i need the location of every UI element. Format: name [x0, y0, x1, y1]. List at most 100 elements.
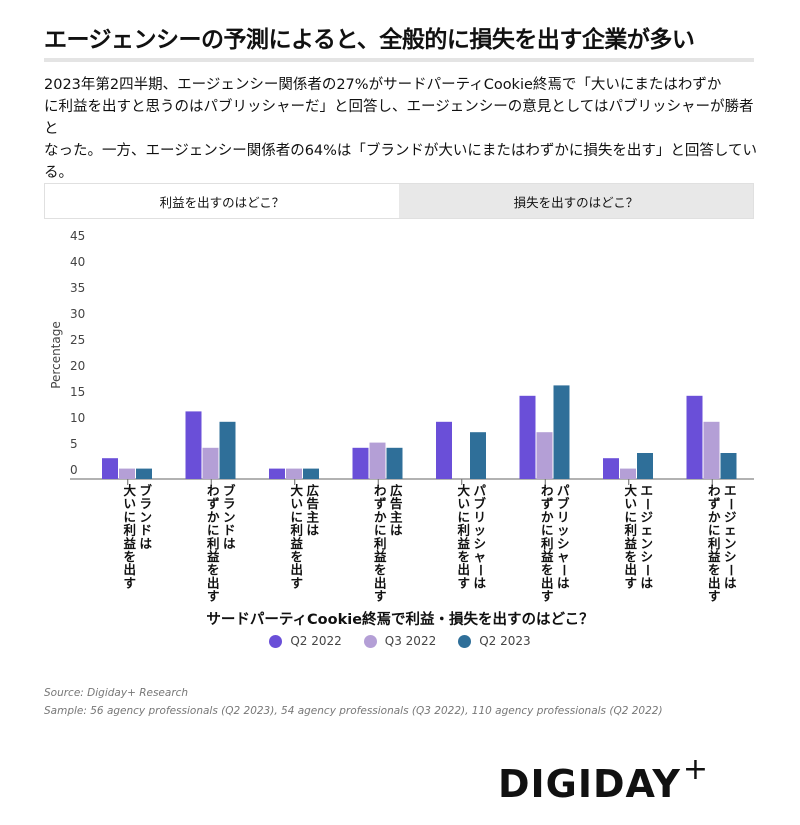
category-label-char: い — [624, 496, 637, 511]
category-label-char: エ — [640, 483, 653, 498]
category-label-char: す — [624, 575, 637, 590]
category-label-char: 出 — [624, 562, 637, 577]
description-line: なった。一方、エージェンシー関係者の64%は「ブランドが大いにまたはわずかに損失… — [44, 143, 757, 181]
category-label-char: ブ — [557, 496, 570, 511]
legend-label: Q3 2022 — [384, 634, 437, 648]
y-tick-label: 20 — [70, 359, 85, 373]
category-label-char: ず — [708, 496, 721, 511]
category-label-char: を — [123, 549, 136, 564]
category-label-char: 益 — [541, 549, 554, 564]
category-label-char: は — [724, 575, 737, 590]
title-divider — [44, 58, 754, 62]
legend-label: Q2 2022 — [290, 634, 342, 648]
logo-plus: + — [682, 752, 709, 787]
category-label-char: は — [306, 523, 319, 538]
category-label-char: い — [123, 496, 136, 511]
category-label-char: に — [290, 509, 303, 524]
bar-q2-2023 — [386, 447, 403, 479]
category-label-char: ン — [724, 536, 737, 551]
category-label-char: 利 — [123, 523, 136, 538]
legend-swatch — [269, 634, 283, 648]
legend-item-q3-2022[interactable]: Q3 2022 — [363, 634, 437, 648]
category-label-char: 告 — [390, 496, 403, 511]
digiday-logo: DIGIDAY+ — [498, 752, 709, 806]
category-label-char: 出 — [290, 562, 303, 577]
category-label-char: は — [390, 523, 403, 538]
category-label-char: 出 — [457, 562, 470, 577]
tab-loss[interactable]: 損失を出すのはどこ？ — [399, 184, 753, 218]
y-tick-label: 0 — [70, 463, 78, 477]
category-label-char: 利 — [374, 536, 387, 551]
category-label-char: シ — [557, 536, 570, 551]
category-label-char: 益 — [207, 549, 220, 564]
category-label-char: 益 — [123, 536, 136, 551]
category-label-char: ン — [223, 509, 236, 524]
bar-q3-2022 — [286, 468, 302, 479]
bar-q2-2022 — [603, 458, 619, 479]
y-tick-label: 25 — [70, 333, 85, 347]
bar-q2-2023 — [219, 421, 236, 479]
category-label-char: に — [374, 523, 387, 538]
category-label-char: ブ — [223, 483, 236, 498]
legend-item-q2-2023[interactable]: Q2 2023 — [458, 634, 531, 648]
category-label-char: 広 — [390, 483, 403, 498]
category-label-char: は — [223, 536, 236, 551]
legend-label: Q2 2023 — [479, 634, 531, 648]
category-label-char: 益 — [708, 549, 721, 564]
sample-text: Sample: 56 agency professionals (Q2 2023… — [44, 705, 663, 717]
category-label-char: ー — [723, 498, 738, 511]
page-title: エージェンシーの予測によると、全般的に損失を出す企業が多い — [44, 27, 695, 53]
bar-q2-2023 — [303, 468, 319, 479]
category-label-char: ッ — [473, 523, 486, 538]
category-label-char: を — [624, 549, 637, 564]
category-label-char: す — [290, 575, 303, 590]
category-label-char: 出 — [541, 575, 554, 590]
y-tick-label: 40 — [70, 255, 85, 269]
bar-q2-2023 — [637, 453, 653, 479]
y-tick-label: 35 — [70, 281, 85, 295]
category-label-char: 大 — [457, 483, 470, 498]
category-label-char: シ — [724, 549, 737, 564]
legend: Q2 2022 Q3 2022 Q2 2023 — [0, 634, 800, 648]
category-label-char: ド — [223, 523, 236, 538]
category-label-char: パ — [557, 483, 570, 498]
category-label-char: ジ — [640, 509, 653, 524]
chart-tabs: 利益を出すのはどこ？ 損失を出すのはどこ？ — [44, 183, 754, 219]
category-label-char: 利 — [624, 523, 637, 538]
category-label-char: す — [374, 589, 387, 604]
category-label-char: ャ — [557, 549, 570, 564]
tab-profit[interactable]: 利益を出すのはどこ？ — [45, 184, 399, 218]
category-label-char: に — [123, 509, 136, 524]
category-label-char: 益 — [374, 549, 387, 564]
category-label-char: す — [123, 575, 136, 590]
category-label-char: 出 — [708, 575, 721, 590]
category-label-char: 広 — [306, 483, 319, 498]
bar-chart: 051015202530354045Percentageブランドは大いに利益を出… — [49, 229, 754, 604]
category-label-char: ン — [640, 536, 653, 551]
category-label-char: ジ — [724, 509, 737, 524]
description-line: 2023年第2四半期、エージェンシー関係者の27%がサードパーティCookie終… — [44, 77, 722, 93]
bar-q2-2022 — [436, 421, 452, 479]
category-label-char: ー — [473, 564, 488, 577]
category-label-char: 大 — [123, 483, 136, 498]
bar-q2-2023 — [470, 432, 486, 479]
description-line: に利益を出すと思うのはパブリッシャーだ」と回答し、エージェンシーの意見としてはパ… — [44, 99, 754, 137]
bar-q2-2022 — [102, 458, 118, 479]
category-label-char: に — [207, 523, 220, 538]
legend-item-q2-2022[interactable]: Q2 2022 — [269, 634, 342, 648]
category-label-char: に — [624, 509, 637, 524]
bar-q2-2022 — [352, 447, 369, 479]
category-label-char: わ — [708, 483, 721, 498]
category-label-char: 大 — [624, 483, 637, 498]
y-tick-label: 30 — [70, 307, 85, 321]
category-label-char: す — [457, 575, 470, 590]
y-tick-label: 5 — [70, 437, 78, 451]
bar-q3-2022 — [369, 442, 386, 479]
category-label-char: 益 — [290, 536, 303, 551]
category-label-char: を — [290, 549, 303, 564]
category-label-char: ド — [139, 523, 152, 538]
category-label-char: 益 — [457, 536, 470, 551]
category-label-char: を — [541, 562, 554, 577]
category-label-char: に — [708, 523, 721, 538]
category-label-char: い — [457, 496, 470, 511]
